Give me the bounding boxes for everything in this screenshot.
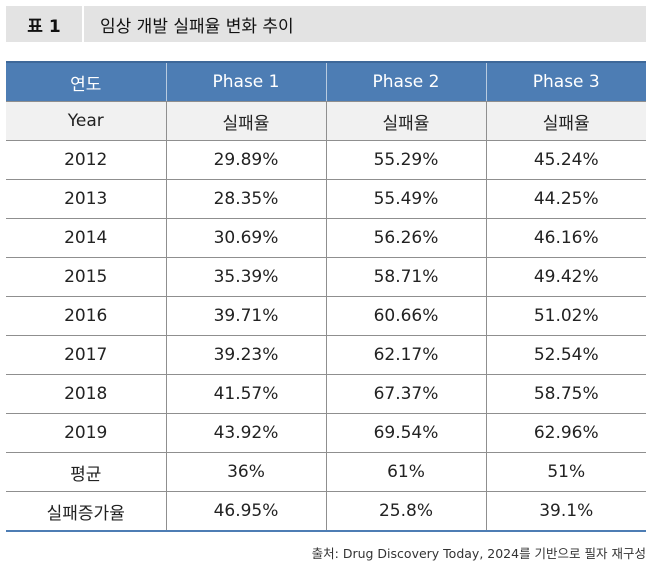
table-caption-bar: 표 1 임상 개발 실패율 변화 추이 [6,6,646,42]
row-year: 실패증가율 [6,491,167,532]
cell-phase-3: 52.54% [485,335,646,375]
cell-phase-3: 39.1% [485,491,646,532]
cell-phase-1: 41.57% [165,374,327,414]
caption-divider [82,6,84,42]
cell-phase-1: 29.89% [165,140,327,180]
table-row: 2015 35.39% 58.71% 49.42% [6,257,646,297]
cell-phase-2: 55.29% [325,140,487,180]
cell-phase-1: 28.35% [165,179,327,219]
row-year: 2019 [6,413,167,453]
cell-phase-3: 58.75% [485,374,646,414]
cell-phase-3: 46.16% [485,218,646,258]
row-year: 2016 [6,296,167,336]
cell-phase-1: 46.95% [165,491,327,532]
cell-phase-2: 60.66% [325,296,487,336]
subheader-year: Year [6,101,167,141]
header-row: 연도 Phase 1 Phase 2 Phase 3 [6,61,646,102]
subheader-row: Year 실패율 실패율 실패율 [6,101,646,141]
cell-phase-1: 39.71% [165,296,327,336]
table-row: 2017 39.23% 62.17% 52.54% [6,335,646,375]
subheader-phase-3: 실패율 [485,101,646,141]
table-row: 평균 36% 61% 51% [6,452,646,492]
table-title: 임상 개발 실패율 변화 추이 [100,16,294,37]
table-row: 2019 43.92% 69.54% 62.96% [6,413,646,453]
table-row: 실패증가율 46.95% 25.8% 39.1% [6,491,646,532]
row-year: 2018 [6,374,167,414]
row-year: 2013 [6,179,167,219]
cell-phase-3: 49.42% [485,257,646,297]
table-row: 2012 29.89% 55.29% 45.24% [6,140,646,180]
cell-phase-2: 25.8% [325,491,487,532]
row-year: 2015 [6,257,167,297]
header-phase-3: Phase 3 [485,61,646,102]
cell-phase-1: 36% [165,452,327,492]
cell-phase-2: 58.71% [325,257,487,297]
cell-phase-3: 44.25% [485,179,646,219]
failure-rate-table: 연도 Phase 1 Phase 2 Phase 3 Year 실패율 실패율 … [6,61,646,532]
cell-phase-1: 43.92% [165,413,327,453]
header-phase-1: Phase 1 [165,61,327,102]
table-row: 2018 41.57% 67.37% 58.75% [6,374,646,414]
cell-phase-3: 45.24% [485,140,646,180]
header-phase-2: Phase 2 [325,61,487,102]
table-row: 2014 30.69% 56.26% 46.16% [6,218,646,258]
header-year: 연도 [6,61,167,102]
row-year: 2012 [6,140,167,180]
cell-phase-2: 69.54% [325,413,487,453]
row-year: 2017 [6,335,167,375]
cell-phase-2: 61% [325,452,487,492]
source-note: 출처: Drug Discovery Today, 2024를 기반으로 필자 … [311,546,646,561]
cell-phase-2: 62.17% [325,335,487,375]
row-year: 2014 [6,218,167,258]
cell-phase-3: 51% [485,452,646,492]
cell-phase-1: 39.23% [165,335,327,375]
row-year: 평균 [6,452,167,492]
cell-phase-3: 62.96% [485,413,646,453]
subheader-phase-1: 실패율 [165,101,327,141]
cell-phase-3: 51.02% [485,296,646,336]
cell-phase-1: 30.69% [165,218,327,258]
cell-phase-1: 35.39% [165,257,327,297]
table-number: 표 1 [27,16,61,37]
table-row: 2016 39.71% 60.66% 51.02% [6,296,646,336]
table-row: 2013 28.35% 55.49% 44.25% [6,179,646,219]
cell-phase-2: 55.49% [325,179,487,219]
table-body: 2012 29.89% 55.29% 45.24% 2013 28.35% 55.49% 44… [6,140,646,532]
cell-phase-2: 56.26% [325,218,487,258]
subheader-phase-2: 실패율 [325,101,487,141]
cell-phase-2: 67.37% [325,374,487,414]
